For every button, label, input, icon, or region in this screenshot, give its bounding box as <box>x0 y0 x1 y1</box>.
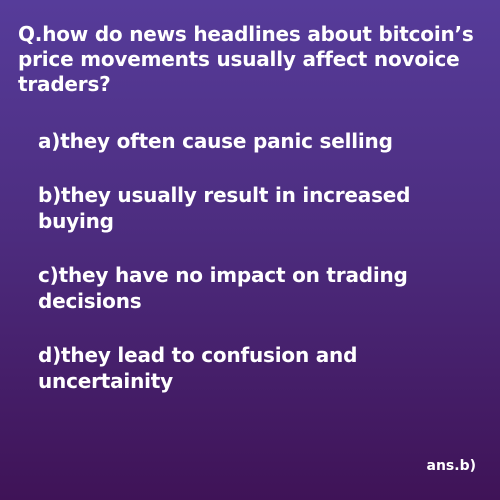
answer-label: ans.b) <box>426 458 477 474</box>
option-b: b)they usually result in increased buyin… <box>38 183 411 233</box>
option-d: d)they lead to confusion and uncertainit… <box>38 343 358 393</box>
question-text: Q.how do news headlines about bitcoin’s … <box>18 22 474 96</box>
answer-options: a)they often cause panic selling b)they … <box>38 128 478 422</box>
option-a: a)they often cause panic selling <box>38 129 393 153</box>
option-c: c)they have no impact on trading decisio… <box>38 263 408 313</box>
